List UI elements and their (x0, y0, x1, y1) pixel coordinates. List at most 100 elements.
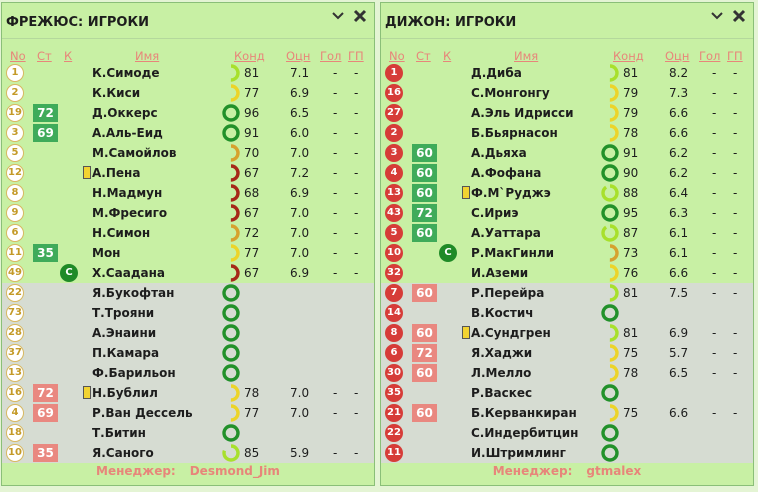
chevron-down-icon[interactable] (330, 8, 346, 24)
player-row[interactable]: 28 А.Энаини (2, 323, 374, 343)
player-name[interactable]: Л.Мелло (471, 366, 532, 380)
player-name[interactable]: В.Костич (471, 306, 534, 320)
player-row[interactable]: 16 72 Н.Бублил 78 7.0 - - (2, 383, 374, 403)
header-no[interactable]: No (10, 49, 26, 63)
close-icon[interactable] (731, 8, 747, 24)
player-row[interactable]: 12 А.Пена 67 7.2 - - (2, 163, 374, 183)
header-gp[interactable]: ГП (348, 49, 364, 63)
player-name[interactable]: А.Энаини (92, 326, 157, 340)
player-row[interactable]: 3 69 А.Аль-Еид 91 6.0 - - (2, 123, 374, 143)
player-name[interactable]: А.Пена (92, 166, 141, 180)
manager-name-link[interactable]: Desmond_Jim (189, 464, 280, 478)
player-row[interactable]: 37 П.Камара (2, 343, 374, 363)
player-row[interactable]: 5 М.Самойлов 70 7.0 - - (2, 143, 374, 163)
player-row[interactable]: 21 60 Б.Керванкиран 75 6.6 - - (381, 403, 753, 423)
player-name[interactable]: И.Аземи (471, 266, 529, 280)
player-row[interactable]: 13 Ф.Барильон (2, 363, 374, 383)
player-row[interactable]: 35 Р.Васкес (381, 383, 753, 403)
header-name[interactable]: Имя (135, 49, 160, 63)
player-name[interactable]: А.Уаттара (471, 226, 541, 240)
player-row[interactable]: 73 Т.Трояни (2, 303, 374, 323)
player-name[interactable]: Д.Диба (471, 66, 522, 80)
player-row[interactable]: 18 Т.Битин (2, 423, 374, 443)
header-gp[interactable]: ГП (727, 49, 743, 63)
player-row[interactable]: 2 Б.Бьярнасон 78 6.6 - - (381, 123, 753, 143)
player-name[interactable]: Ф.М`Руджэ (471, 186, 551, 200)
player-row[interactable]: 14 В.Костич (381, 303, 753, 323)
header-k[interactable]: К (64, 49, 73, 63)
player-row[interactable]: 6 Н.Симон 72 7.0 - - (2, 223, 374, 243)
close-icon[interactable] (352, 8, 368, 24)
player-name[interactable]: Я.Саного (92, 446, 154, 460)
player-name[interactable]: К.Симоде (92, 66, 160, 80)
header-st[interactable]: Ст (37, 49, 52, 63)
player-row[interactable]: 4 69 Р.Ван Дессель 77 7.0 - - (2, 403, 374, 423)
player-name[interactable]: Н.Мадмун (92, 186, 163, 200)
player-row[interactable]: 7 60 Р.Перейра 81 7.5 - - (381, 283, 753, 303)
player-row[interactable]: 8 Н.Мадмун 68 6.9 - - (2, 183, 374, 203)
player-row[interactable]: 1 Д.Диба 81 8.2 - - (381, 63, 753, 83)
header-kond[interactable]: Конд (234, 49, 265, 63)
player-name[interactable]: С.Индербитцин (471, 426, 579, 440)
player-name[interactable]: Ф.Барильон (92, 366, 176, 380)
header-ocs[interactable]: Оцн (665, 49, 690, 63)
header-st[interactable]: Ст (416, 49, 431, 63)
player-name[interactable]: С.Ириэ (471, 206, 519, 220)
player-row[interactable]: 3 60 А.Дьяха 91 6.2 - - (381, 143, 753, 163)
player-name[interactable]: Я.Хаджи (471, 346, 533, 360)
player-name[interactable]: Б.Бьярнасон (471, 126, 558, 140)
player-name[interactable]: М.Фресиго (92, 206, 168, 220)
player-name[interactable]: Д.Оккерс (92, 106, 158, 120)
player-name[interactable]: Б.Керванкиран (471, 406, 577, 420)
header-kond[interactable]: Конд (613, 49, 644, 63)
player-name[interactable]: П.Камара (92, 346, 160, 360)
player-name[interactable]: А.Аль-Еид (92, 126, 163, 140)
player-name[interactable]: Р.Ван Дессель (92, 406, 193, 420)
player-name[interactable]: А.Сундгрен (471, 326, 551, 340)
chevron-down-icon[interactable] (709, 8, 725, 24)
player-row[interactable]: 32 И.Аземи 76 6.6 - - (381, 263, 753, 283)
player-name[interactable]: А.Фофана (471, 166, 542, 180)
player-row[interactable]: 2 К.Киси 77 6.9 - - (2, 83, 374, 103)
player-row[interactable]: 11 И.Штримлинг (381, 443, 753, 463)
player-name[interactable]: Т.Трояни (92, 306, 155, 320)
header-ocs[interactable]: Оцн (286, 49, 311, 63)
header-no[interactable]: No (389, 49, 405, 63)
player-row[interactable]: 13 60 Ф.М`Руджэ 88 6.4 - - (381, 183, 753, 203)
player-row[interactable]: 11 35 Мон 77 7.0 - - (2, 243, 374, 263)
player-name[interactable]: С.Монгонгу (471, 86, 550, 100)
player-row[interactable]: 16 С.Монгонгу 79 7.3 - - (381, 83, 753, 103)
player-name[interactable]: Р.Перейра (471, 286, 545, 300)
header-gol[interactable]: Гол (699, 49, 721, 63)
player-name[interactable]: Н.Симон (92, 226, 151, 240)
player-name[interactable]: А.Дьяха (471, 146, 527, 160)
player-row[interactable]: 30 60 Л.Мелло 78 6.5 - - (381, 363, 753, 383)
player-row[interactable]: 9 М.Фресиго 67 7.0 - - (2, 203, 374, 223)
player-row[interactable]: 5 60 А.Уаттара 87 6.1 - - (381, 223, 753, 243)
player-name[interactable]: Х.Саадана (92, 266, 165, 280)
player-row[interactable]: 1 К.Симоде 81 7.1 - - (2, 63, 374, 83)
player-name[interactable]: Т.Битин (92, 426, 146, 440)
player-row[interactable]: 22 С.Индербитцин (381, 423, 753, 443)
header-k[interactable]: К (443, 49, 452, 63)
player-name[interactable]: Р.Васкес (471, 386, 533, 400)
player-row[interactable]: 4 60 А.Фофана 90 6.2 - - (381, 163, 753, 183)
player-row[interactable]: 19 72 Д.Оккерс 96 6.5 - - (2, 103, 374, 123)
player-row[interactable]: 10 C Р.МакГинли 73 6.1 - - (381, 243, 753, 263)
player-row[interactable]: 43 72 С.Ириэ 95 6.3 - - (381, 203, 753, 223)
header-name[interactable]: Имя (514, 49, 539, 63)
player-name[interactable]: А.Эль Идрисси (471, 106, 574, 120)
player-name[interactable]: Р.МакГинли (471, 246, 555, 260)
manager-name-link[interactable]: gtmalex (586, 464, 642, 478)
header-gol[interactable]: Гол (320, 49, 342, 63)
player-name[interactable]: Мон (92, 246, 121, 260)
player-row[interactable]: 10 35 Я.Саного 85 5.9 - - (2, 443, 374, 463)
player-row[interactable]: 22 Я.Букофтан (2, 283, 374, 303)
player-name[interactable]: И.Штримлинг (471, 446, 566, 460)
player-row[interactable]: 8 60 А.Сундгрен 81 6.9 - - (381, 323, 753, 343)
player-row[interactable]: 49 C Х.Саадана 67 6.9 - - (2, 263, 374, 283)
player-name[interactable]: М.Самойлов (92, 146, 177, 160)
player-name[interactable]: Я.Букофтан (92, 286, 175, 300)
player-name[interactable]: Н.Бублил (92, 386, 158, 400)
player-name[interactable]: К.Киси (92, 86, 141, 100)
